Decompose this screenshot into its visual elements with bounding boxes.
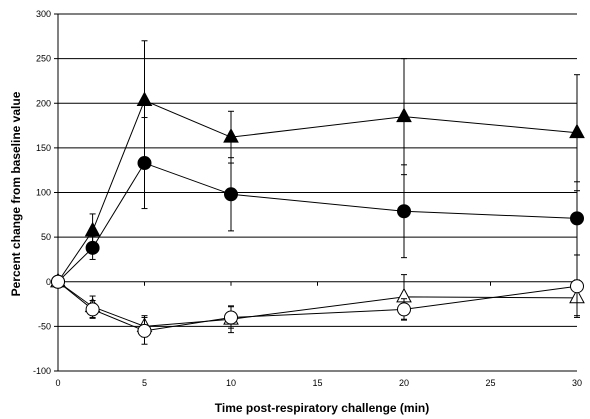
series-filled-triangle bbox=[50, 40, 585, 288]
data-point bbox=[569, 123, 585, 139]
y-axis-label: Percent change from baseline value bbox=[9, 91, 23, 296]
data-point bbox=[397, 204, 411, 219]
y-tick-label: -50 bbox=[38, 321, 51, 331]
y-tick-label: 50 bbox=[41, 232, 51, 242]
y-tick-label: 200 bbox=[36, 98, 51, 108]
series-line bbox=[57, 281, 578, 327]
series-line bbox=[57, 281, 578, 332]
y-tick-label: 300 bbox=[36, 9, 51, 19]
data-point bbox=[570, 211, 584, 226]
data-point bbox=[137, 323, 152, 338]
y-tick-label: -100 bbox=[33, 366, 51, 376]
x-tick-label: 0 bbox=[55, 378, 60, 388]
data-point bbox=[137, 156, 152, 171]
data-point bbox=[224, 310, 238, 325]
x-tick-label: 15 bbox=[312, 378, 322, 388]
data-point bbox=[224, 187, 238, 202]
x-tick-label: 30 bbox=[572, 378, 582, 388]
data-point bbox=[223, 128, 239, 143]
x-tick-labels: 0 5 10 15 20 25 30 bbox=[55, 378, 582, 388]
data-point bbox=[84, 221, 101, 237]
x-axis-label: Time post-respiratory challenge (min) bbox=[215, 401, 430, 415]
series-group bbox=[50, 40, 585, 345]
x-tick-label: 25 bbox=[485, 378, 495, 388]
x-tick-label: 20 bbox=[399, 378, 409, 388]
y-tick-label: 0 bbox=[46, 277, 51, 287]
y-tick-labels: -100 -50 0 50 100 150 200 250 300 bbox=[33, 9, 51, 376]
x-tick-label: 5 bbox=[142, 378, 147, 388]
series-filled-circle bbox=[51, 117, 584, 289]
data-point bbox=[136, 91, 153, 107]
data-point bbox=[51, 274, 65, 289]
y-tick-label: 100 bbox=[36, 188, 51, 198]
y-tick-label: 250 bbox=[36, 54, 51, 64]
x-tick-label: 10 bbox=[226, 378, 236, 388]
series-line bbox=[57, 99, 578, 283]
data-point bbox=[397, 302, 411, 317]
y-tick-label: 150 bbox=[36, 143, 51, 153]
gridlines bbox=[58, 13, 577, 327]
data-point bbox=[85, 240, 100, 255]
series-open-circle bbox=[51, 254, 584, 345]
data-point bbox=[85, 302, 100, 317]
data-point bbox=[396, 107, 412, 123]
series-line bbox=[57, 162, 578, 283]
data-point bbox=[570, 279, 584, 294]
